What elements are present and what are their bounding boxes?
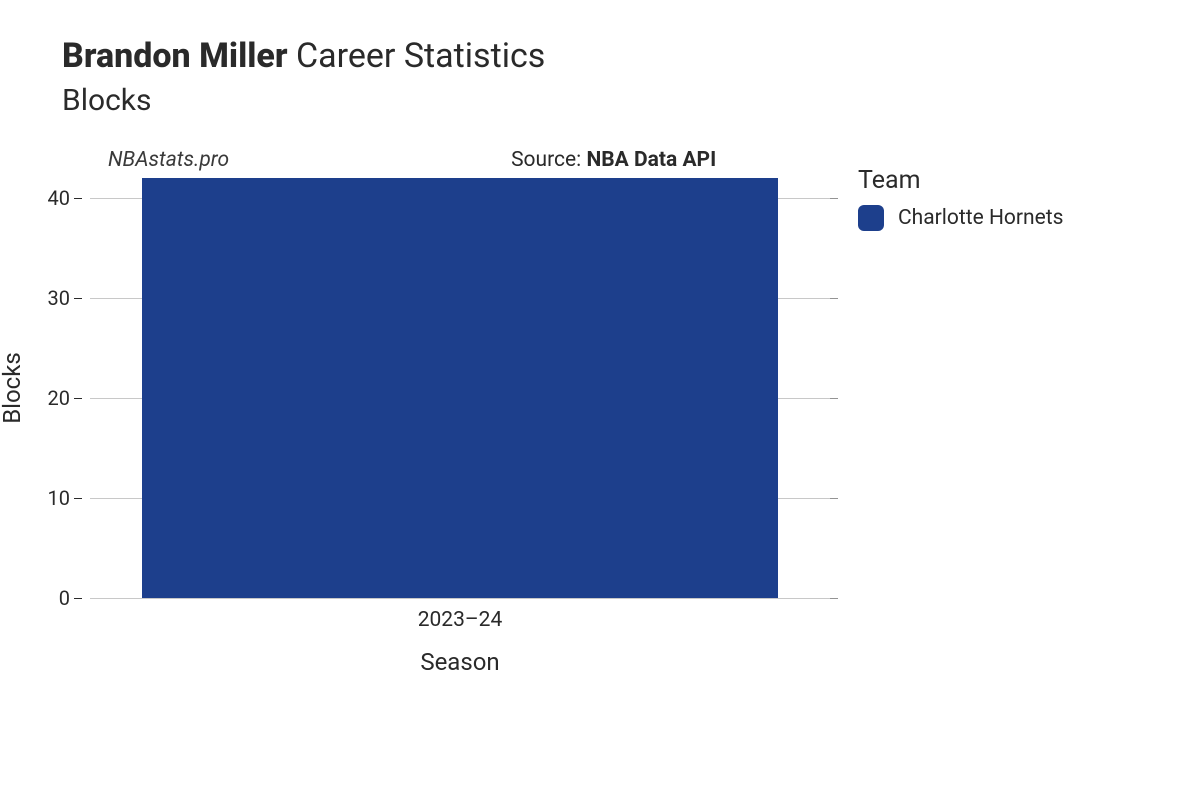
y-tick [74, 498, 82, 499]
y-axis-line [90, 178, 91, 598]
x-axis-title: Season [90, 648, 830, 676]
legend-title: Team [858, 166, 1063, 195]
y-tick [74, 398, 82, 399]
legend: Team Charlotte Hornets [858, 166, 1063, 231]
title-suffix: Career Statistics [296, 36, 545, 76]
legend-swatch [858, 205, 884, 231]
y-tick-label: 30 [48, 286, 70, 310]
y-tick-right [830, 298, 838, 299]
source-prefix: Source: [511, 148, 586, 172]
y-tick-right [830, 598, 838, 599]
y-tick [74, 198, 82, 199]
y-tick-label: 10 [48, 486, 70, 510]
legend-item: Charlotte Hornets [858, 205, 1063, 231]
y-tick-label: 0 [59, 586, 70, 610]
x-tick-label: 2023–24 [360, 608, 560, 632]
watermark-text: NBAstats.pro [108, 148, 229, 172]
source-label: Source: NBA Data API [511, 148, 716, 172]
y-tick [74, 298, 82, 299]
y-tick-right [830, 498, 838, 499]
bar [142, 178, 778, 598]
y-axis-title: Blocks [0, 352, 26, 424]
chart-title-line1: Brandon Miller Career Statistics [62, 36, 1200, 77]
y-tick [74, 598, 82, 599]
y-tick-right [830, 398, 838, 399]
legend-item-label: Charlotte Hornets [898, 206, 1063, 230]
y-tick-label: 40 [48, 186, 70, 210]
y-tick-right [830, 198, 838, 199]
gridline [90, 598, 830, 599]
title-block: Brandon Miller Career Statistics Blocks [62, 36, 1200, 118]
y-tick-label: 20 [48, 386, 70, 410]
chart-title-statistic: Blocks [62, 83, 1200, 118]
page: Brandon Miller Career Statistics Blocks … [0, 0, 1200, 800]
plot-area: Season 0102030402023–24 [90, 178, 830, 598]
source-name: NBA Data API [586, 148, 716, 172]
player-name: Brandon Miller [62, 36, 288, 76]
